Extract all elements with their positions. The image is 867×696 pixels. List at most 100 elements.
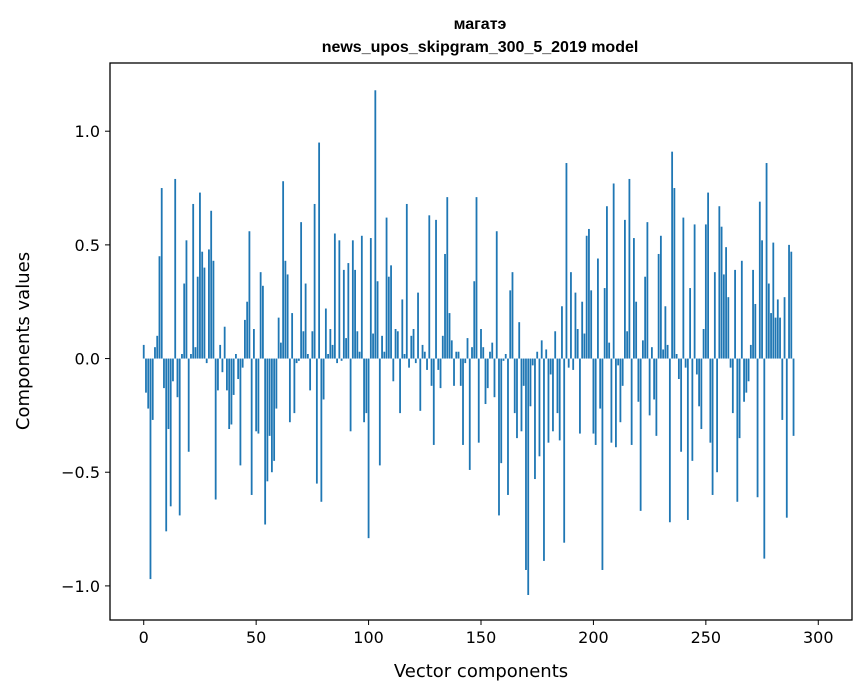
bar: [785, 358, 788, 518]
bar: [239, 358, 242, 466]
bar: [783, 297, 786, 359]
bar: [444, 253, 446, 359]
bar: [208, 249, 210, 359]
bar: [448, 313, 451, 359]
bar: [282, 181, 285, 359]
bar: [511, 272, 514, 359]
bar: [686, 358, 689, 520]
bar: [262, 285, 264, 359]
bar: [570, 272, 572, 359]
bar: [387, 276, 390, 359]
bar: [495, 231, 498, 359]
bar: [174, 178, 177, 359]
bar: [790, 251, 793, 359]
bar: [223, 326, 226, 359]
bar: [590, 290, 593, 359]
bar: [770, 313, 772, 359]
bar: [788, 244, 790, 359]
bar: [579, 358, 581, 434]
y-tick-label: −0.5: [61, 463, 100, 482]
bar: [756, 358, 759, 498]
bar: [486, 358, 489, 389]
bar: [405, 203, 408, 359]
bar: [419, 358, 422, 411]
bar: [385, 217, 388, 359]
bar: [142, 344, 145, 359]
y-tick-label: 1.0: [75, 122, 100, 141]
bar: [160, 188, 163, 359]
bar: [507, 358, 509, 495]
bar: [430, 358, 433, 386]
bar: [650, 347, 653, 359]
bar: [655, 358, 658, 436]
bar: [378, 358, 381, 466]
bar: [601, 358, 604, 570]
bar: [736, 358, 739, 502]
bar: [376, 281, 379, 359]
bar: [468, 358, 471, 470]
bar: [345, 338, 347, 359]
bar: [363, 358, 365, 423]
bar: [608, 342, 611, 359]
bar: [455, 351, 458, 359]
bar: [711, 358, 714, 495]
bar: [704, 224, 707, 359]
bar: [453, 358, 455, 386]
bar: [417, 292, 419, 359]
bar: [666, 344, 669, 359]
x-tick-label: 0: [139, 628, 149, 647]
bar: [606, 206, 608, 359]
x-tick-label: 50: [246, 628, 266, 647]
bar: [279, 342, 282, 359]
bar: [304, 283, 307, 359]
bar: [154, 347, 156, 359]
bar: [293, 358, 296, 414]
bar: [356, 331, 359, 359]
bar: [585, 235, 588, 359]
bar: [547, 358, 550, 443]
bar: [432, 358, 435, 445]
bar: [185, 240, 188, 359]
bar: [392, 358, 395, 382]
bar: [358, 351, 361, 359]
bar: [437, 358, 440, 370]
bar: [543, 358, 545, 561]
bar: [302, 331, 305, 359]
bar: [700, 358, 703, 430]
bar: [738, 358, 741, 439]
bar: [659, 235, 662, 359]
bar: [187, 358, 190, 452]
bar: [549, 358, 552, 375]
bar: [482, 347, 485, 359]
bar: [275, 358, 278, 409]
bar: [401, 299, 404, 359]
bar: [327, 354, 329, 359]
bar: [781, 358, 784, 420]
bar: [581, 301, 584, 359]
bar: [707, 192, 709, 359]
bar: [520, 358, 523, 432]
bar: [574, 292, 577, 359]
bar: [653, 358, 656, 400]
bar: [237, 358, 240, 380]
bar: [644, 276, 647, 359]
bar: [518, 322, 521, 359]
bar: [513, 358, 516, 414]
bar: [309, 358, 312, 391]
bar: [311, 331, 314, 359]
bar: [502, 358, 505, 361]
bar: [426, 358, 428, 370]
bar: [792, 358, 795, 436]
bar: [399, 358, 401, 414]
bar: [592, 358, 595, 434]
bar: [646, 222, 649, 359]
bar: [210, 210, 213, 359]
bar: [255, 358, 258, 432]
bar: [698, 358, 700, 407]
bar: [450, 340, 453, 359]
x-tick-label: 300: [803, 628, 834, 647]
bar: [691, 358, 694, 461]
bar: [351, 240, 354, 359]
bar: [349, 358, 352, 432]
bar: [671, 151, 674, 359]
